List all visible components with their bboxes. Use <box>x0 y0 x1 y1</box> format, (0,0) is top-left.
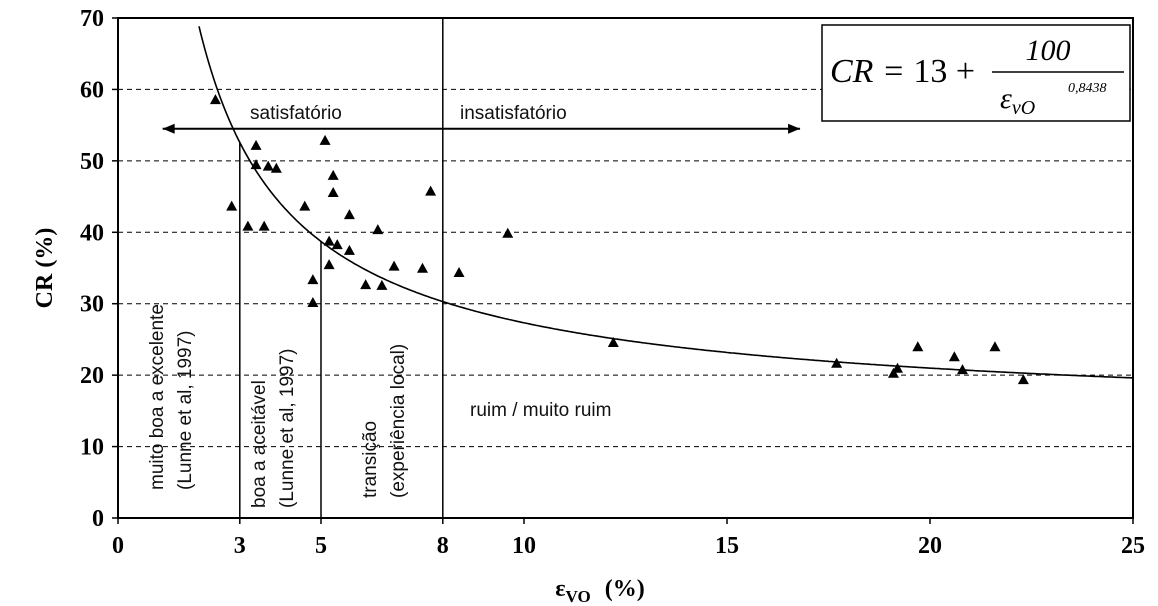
formula-numerator: 100 <box>1026 34 1071 67</box>
y-axis-label: CR (%) <box>32 228 58 309</box>
formula-lhs: CR = 13 + <box>830 53 975 90</box>
data-point <box>323 259 335 270</box>
x-tick-label: 8 <box>437 533 449 559</box>
y-tick-label: 40 <box>80 220 104 246</box>
y-tick-label: 60 <box>80 77 104 103</box>
y-tick-label: 0 <box>92 506 104 532</box>
data-point <box>989 341 1001 352</box>
annotation: insatisfatório <box>460 103 567 124</box>
data-point <box>360 279 372 290</box>
data-point <box>262 160 274 171</box>
x-label-unit: (%) <box>605 576 645 602</box>
formula-constant: 13 <box>913 53 947 90</box>
formula-sub: vO <box>1012 97 1035 119</box>
data-point <box>453 267 465 277</box>
formula-lhs-text: CR = <box>830 53 913 90</box>
data-point <box>226 200 238 211</box>
data-point <box>307 297 319 307</box>
data-point <box>307 274 319 285</box>
formula-plus: + <box>947 53 975 90</box>
annotation: ruim / muito ruim <box>470 400 611 421</box>
data-point <box>250 139 262 150</box>
y-tick-label: 70 <box>80 6 104 32</box>
formula-exponent: 0,8438 <box>1068 81 1107 96</box>
formula-box <box>821 24 1131 122</box>
data-point <box>323 235 335 246</box>
x-tick-label: 0 <box>112 533 124 559</box>
x-axis-label: εVO (%) <box>555 576 644 606</box>
formula-epsilon: ε <box>1000 82 1012 115</box>
x-tick-label: 15 <box>715 533 739 559</box>
data-point <box>948 351 960 362</box>
y-tick-label: 20 <box>80 363 104 389</box>
data-point <box>327 187 339 197</box>
data-point <box>417 262 428 273</box>
data-point <box>331 239 343 250</box>
x-tick-label: 20 <box>918 533 942 559</box>
x-label-symbol: ε <box>555 576 565 602</box>
data-point <box>343 244 355 255</box>
y-tick-label: 30 <box>80 292 104 318</box>
data-point <box>319 134 331 145</box>
data-point <box>376 279 388 290</box>
data-point <box>912 341 924 352</box>
x-label-sub: VO <box>566 587 591 606</box>
x-tick-label: 25 <box>1121 533 1145 559</box>
data-point <box>372 224 384 235</box>
data-point <box>250 159 262 170</box>
data-point <box>270 162 282 173</box>
zone-label: transição <box>360 421 381 498</box>
data-point <box>425 185 437 196</box>
x-tick-label: 5 <box>315 533 327 559</box>
data-point <box>343 209 355 220</box>
zone-label: boa a aceitável <box>249 380 270 508</box>
data-point <box>607 337 619 347</box>
data-point <box>892 362 904 373</box>
data-point <box>1017 374 1029 385</box>
data-point <box>258 220 270 231</box>
data-point <box>388 260 400 271</box>
data-point <box>956 364 968 375</box>
zone-label: (Lunne et al, 1997) <box>175 330 196 490</box>
data-point <box>209 94 221 105</box>
annotation: satisfatório <box>250 103 342 124</box>
zone-label: (experiência local) <box>388 344 409 498</box>
data-point <box>242 220 254 231</box>
data-point <box>831 357 843 368</box>
data-point <box>327 169 339 180</box>
plot-frame <box>117 17 1134 519</box>
fit-curve <box>198 26 1134 379</box>
data-point <box>502 227 514 238</box>
x-tick-label: 10 <box>512 533 536 559</box>
formula-denominator: εvO <box>1000 82 1035 119</box>
data-point <box>299 200 311 211</box>
y-tick-label: 10 <box>80 435 104 461</box>
zone-label: muito boa a excelente <box>147 304 168 490</box>
zone-label: (Lunne et al, 1997) <box>277 348 298 508</box>
x-tick-label: 3 <box>234 533 246 559</box>
y-tick-label: 50 <box>80 149 104 175</box>
